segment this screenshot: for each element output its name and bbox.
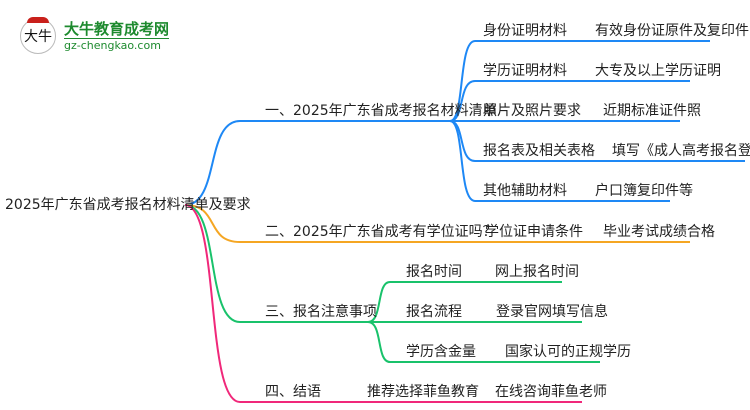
sub-line: [367, 281, 562, 323]
sub-node-label: 其他辅助材料: [483, 183, 567, 199]
sub-node-value: 户口簿复印件等: [595, 183, 693, 199]
sub-node-label: 学历含金量: [406, 344, 476, 360]
sub-node-label: 照片及照片要求: [483, 103, 581, 119]
sub-node-value: 近期标准证件照: [603, 103, 701, 119]
sub-node-label: 身份证明材料: [483, 23, 567, 39]
logo-name: 大牛教育成考网: [64, 19, 170, 38]
sub-node-label: 报名时间: [406, 264, 462, 280]
branch-line-2: [184, 204, 690, 243]
sub-line: [449, 40, 710, 122]
sub-node-value: 有效身份证原件及复印件: [595, 23, 749, 39]
root-node: 2025年广东省成考报名材料清单及要求: [5, 197, 251, 213]
sub-node-value: 填写《成人高考报名登记表》: [612, 143, 750, 159]
sub-node-label: 报名流程: [406, 304, 462, 320]
logo-url: gz-chengkao.com: [64, 37, 170, 53]
sub-node-value: 毕业考试成绩合格: [603, 224, 715, 240]
branch-line-4: [184, 204, 582, 403]
logo-mark-text: 大牛: [24, 29, 52, 45]
logo-mark-icon: 大牛: [20, 17, 56, 54]
sub-node-label: 学位证申请条件: [485, 224, 583, 240]
sub-node-value: 网上报名时间: [495, 264, 579, 280]
branch-label-4: 四、结语: [265, 384, 321, 400]
sub-node-value: 登录官网填写信息: [496, 304, 608, 320]
sub-node-value: 大专及以上学历证明: [595, 63, 721, 79]
branch-label-3: 三、报名注意事项: [265, 304, 377, 320]
sub-node-label: 推荐选择菲鱼教育: [367, 384, 479, 400]
sub-line: [449, 120, 670, 202]
sub-node-label: 学历证明材料: [483, 63, 567, 79]
branch-line-1: [184, 120, 450, 206]
sub-line: [367, 321, 600, 363]
sub-node-value: 国家认可的正规学历: [505, 344, 631, 360]
sub-line: [449, 80, 690, 122]
sub-node-label: 报名表及相关表格: [483, 143, 595, 159]
sub-node-value: 在线咨询菲鱼老师: [495, 384, 607, 400]
logo: 大牛 大牛教育成考网 gz-chengkao.com: [20, 17, 170, 54]
branch-label-2: 二、2025年广东省成考有学位证吗？: [265, 224, 497, 240]
branch-line-3: [184, 204, 368, 323]
branch-label-1: 一、2025年广东省成考报名材料清单: [265, 103, 497, 119]
